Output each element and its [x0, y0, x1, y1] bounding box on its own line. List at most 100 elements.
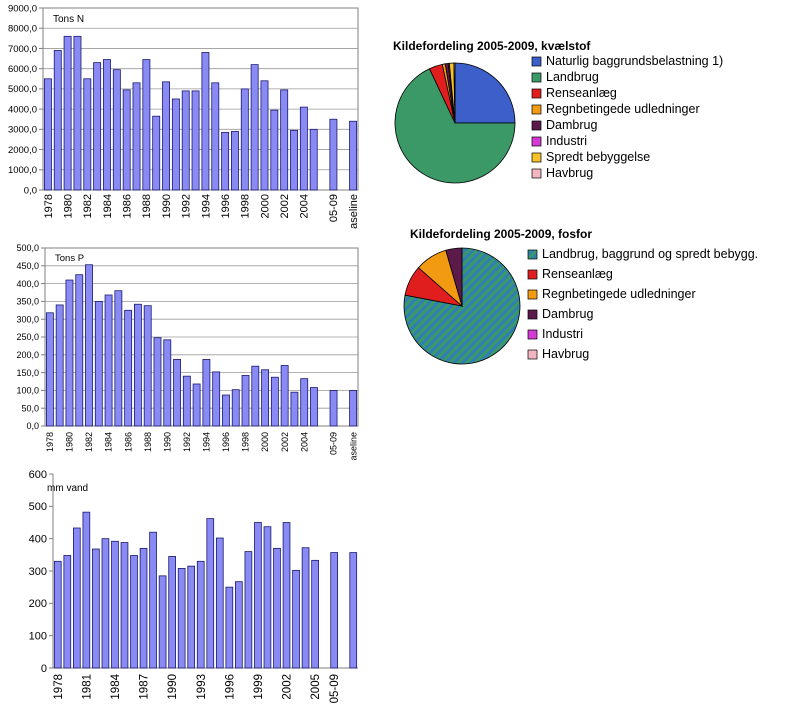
precipitation-bar-1998	[244, 551, 253, 669]
nitrogen-bar-2002	[280, 89, 289, 191]
precipitation-y-tick-label: 400	[29, 534, 47, 546]
precipitation-bar-chart: 0 100 200 300 400 500 600 1978 1981 1984 1987 1990 1…	[29, 469, 358, 703]
nitrogen-y-tick-label: 7000,0	[8, 44, 37, 55]
nitrogen-bar-1988	[142, 59, 151, 191]
precipitation-x-tick-label: 1993	[196, 674, 208, 700]
nitrogen-sources-slice-1	[394, 68, 516, 184]
nitrogen-x-tick-label: 2002	[279, 194, 291, 218]
precipitation-axis-label: mm vand	[47, 483, 88, 494]
phosphorus-sources-legend-swatch-1	[527, 269, 538, 280]
nitrogen-sources-legend-swatch-5	[531, 136, 542, 147]
nitrogen-bar-2003	[290, 129, 298, 191]
nitrogen-x-tick-label: 05-09	[328, 194, 340, 222]
nitrogen-y-tick-label: 8000,0	[8, 24, 37, 35]
precipitation-x-tick-label: 2005	[310, 674, 322, 700]
phosphorus-bar-1996	[222, 394, 230, 427]
phosphorus-bar-1979	[55, 304, 64, 427]
precipitation-bar-2000	[263, 526, 272, 669]
nitrogen-sources-legend-label-2: Renseanlæg	[546, 86, 617, 100]
phosphorus-x-tick-label: 2004	[299, 432, 309, 452]
precipitation-bar-1987	[139, 547, 148, 669]
nitrogen-bar-1997	[231, 130, 239, 191]
phosphorus-bar-2004	[300, 378, 309, 427]
precipitation-bar-1993	[196, 560, 205, 669]
nitrogen-bar-1999	[250, 64, 259, 191]
nitrogen-sources-legend-swatch-1	[531, 72, 542, 83]
nitrogen-bar-1978	[43, 78, 52, 191]
precipitation-bar-1994	[206, 518, 215, 669]
nitrogen-sources-legend-swatch-0	[531, 56, 542, 67]
nitrogen-bar-2005	[309, 128, 318, 191]
phosphorus-bar-1997	[231, 389, 240, 427]
phosphorus-sources-legend-swatch-2	[527, 289, 538, 300]
nitrogen-bar-1994	[201, 52, 210, 191]
precipitation-bar-1990	[168, 556, 176, 669]
phosphorus-bar-2000	[261, 369, 269, 427]
nitrogen-sources-legend-label-7: Havbrug	[546, 166, 593, 180]
precipitation-bar-1982	[92, 548, 100, 669]
phosphorus-sources-legend-label-4: Industri	[542, 327, 583, 341]
nitrogen-x-tick-label: 1984	[102, 194, 114, 218]
precipitation-x-tick-label: 1984	[110, 673, 122, 699]
precipitation-bar-Baseline	[349, 552, 358, 669]
phosphorus-x-tick-label: 05-09	[329, 432, 339, 455]
nitrogen-sources-legend-swatch-4	[531, 120, 542, 131]
precipitation-y-tick-label: 0	[41, 663, 47, 675]
precipitation-bar-1997	[235, 581, 243, 669]
precipitation-bar-1986	[130, 555, 138, 669]
precipitation-x-tick-label: 1981	[81, 674, 93, 700]
precipitation-y-tick-label: 500	[29, 501, 47, 513]
nitrogen-y-tick-label: 5000,0	[8, 84, 37, 95]
precipitation-x-tick-label: 05-09	[329, 674, 341, 703]
nitrogen-bar-1990	[162, 81, 170, 191]
nitrogen-x-tick-label: 1992	[181, 194, 193, 218]
precipitation-bar-2001	[273, 547, 281, 669]
phosphorus-bar-2005	[310, 387, 318, 427]
phosphorus-x-tick-label: 1992	[182, 432, 192, 452]
nitrogen-y-tick-label: 3000,0	[8, 125, 37, 136]
nitrogen-bar-1981	[73, 35, 82, 191]
nitrogen-bar-1984	[103, 59, 111, 191]
precipitation-bar-2003	[292, 569, 300, 669]
phosphorus-y-tick-label: 500,0	[16, 243, 39, 253]
phosphorus-bar-1987	[134, 303, 142, 427]
precipitation-x-tick-label: 1999	[253, 674, 265, 700]
nitrogen-x-tick-label: 2000	[259, 194, 271, 218]
phosphorus-bar-1999	[251, 365, 260, 427]
precipitation-bar-1979	[63, 555, 72, 669]
nitrogen-bar-1983	[93, 62, 102, 191]
phosphorus-sources-legend-swatch-3	[527, 309, 538, 320]
phosphorus-x-tick-label: aseline	[348, 432, 358, 461]
nitrogen-bar-1993	[191, 90, 200, 191]
phosphorus-bar-1986	[124, 309, 133, 427]
nitrogen-y-tick-label: 9000,0	[8, 3, 37, 14]
nitrogen-sources-slice-0	[454, 62, 516, 124]
precipitation-bar-1988	[149, 531, 157, 669]
nitrogen-bar-1987	[132, 82, 141, 191]
nitrogen-sources-legend-label-4: Dambrug	[546, 118, 597, 132]
phosphorus-bar-1998	[241, 375, 250, 427]
phosphorus-bar-Baseline	[349, 389, 358, 427]
phosphorus-y-tick-label: 50,0	[21, 403, 39, 413]
nitrogen-sources-legend-label-5: Industri	[546, 134, 587, 148]
nitrogen-sources-legend-swatch-7	[531, 168, 542, 179]
phosphorus-bar-1989	[153, 337, 162, 427]
nitrogen-x-tick-label: aseline	[348, 194, 360, 229]
phosphorus-bar-1995	[212, 371, 221, 427]
nitrogen-sources-legend-label-6: Spredt bebyggelse	[546, 150, 650, 164]
phosphorus-x-tick-label: 1996	[221, 432, 231, 452]
nitrogen-sources-legend-swatch-3	[531, 104, 542, 115]
precipitation-bar-2004	[301, 547, 310, 669]
nitrogen-y-tick-label: 0,0	[24, 185, 37, 196]
precipitation-x-tick-label: 1978	[53, 674, 65, 700]
phosphorus-sources-legend-label-5: Havbrug	[542, 347, 589, 361]
nitrogen-x-tick-label: 1990	[161, 194, 173, 218]
nitrogen-source-pie-chart: Kildefordeling 2005-2009, kvælstofNaturl…	[393, 39, 723, 184]
phosphorus-sources-legend-label-1: Renseanlæg	[542, 267, 613, 281]
precipitation-bar-2005	[311, 559, 319, 669]
phosphorus-bar-2002	[280, 365, 289, 427]
nitrogen-sources-legend-label-3: Regnbetingede udledninger	[546, 102, 700, 116]
phosphorus-y-tick-label: 450,0	[16, 261, 39, 271]
precipitation-y-tick-label: 100	[29, 631, 47, 643]
